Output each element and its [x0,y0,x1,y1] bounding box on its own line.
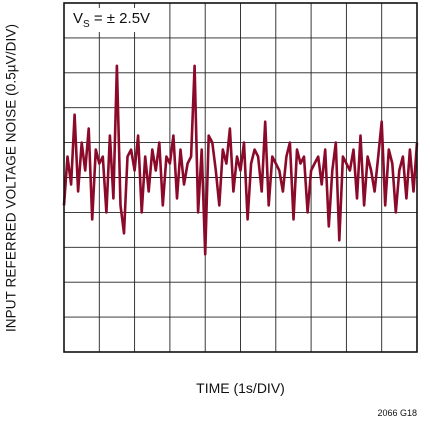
x-axis-label: TIME (1s/DIV) [196,380,285,396]
supply-annotation: VS = ± 2.5V [70,8,156,32]
plot-border [63,2,418,353]
annotation-main: V [73,10,84,27]
annotation-subscript: S [83,19,90,30]
y-axis-label-box: INPUT REFERRED VOLTAGE NOISE (0.5µV/DIV) [0,0,22,427]
noise-series-0 [62,64,419,256]
noise-trace [62,64,419,256]
figure-id: 2066 G18 [377,408,417,418]
y-axis-label: INPUT REFERRED VOLTAGE NOISE (0.5µV/DIV) [3,23,19,333]
grid-lines [64,3,417,352]
annotation-value: = ± 2.5V [89,10,151,27]
